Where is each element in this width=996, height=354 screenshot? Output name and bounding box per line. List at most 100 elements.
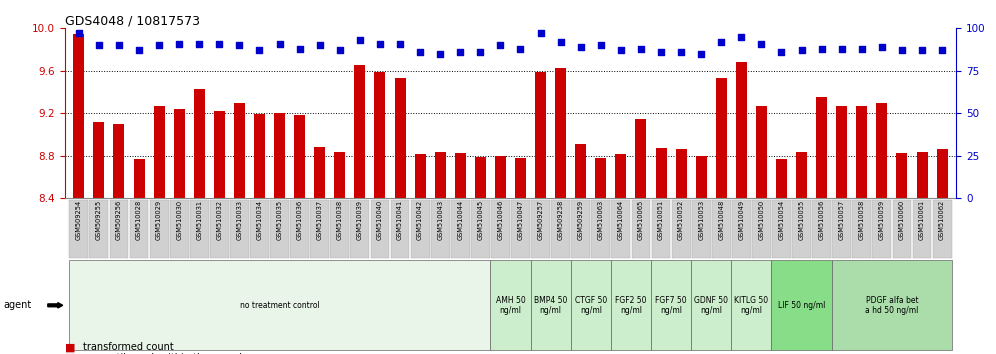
Point xyxy=(412,49,428,55)
Point xyxy=(513,46,529,52)
Bar xyxy=(716,78,727,198)
Text: GSM510055: GSM510055 xyxy=(799,200,805,240)
Text: GSM510045: GSM510045 xyxy=(477,200,483,240)
Bar xyxy=(896,153,907,198)
Bar xyxy=(355,65,366,198)
Bar xyxy=(434,152,445,198)
Text: GSM510043: GSM510043 xyxy=(437,200,443,240)
Point xyxy=(934,47,950,53)
Text: PDGF alfa bet
a hd 50 ng/ml: PDGF alfa bet a hd 50 ng/ml xyxy=(866,296,918,315)
Bar xyxy=(94,122,105,198)
Bar xyxy=(635,119,646,198)
Text: GSM510037: GSM510037 xyxy=(317,200,323,240)
Text: KITLG 50
ng/ml: KITLG 50 ng/ml xyxy=(734,296,769,315)
Bar xyxy=(274,113,285,198)
Bar xyxy=(535,72,546,198)
Point xyxy=(312,42,328,48)
Point xyxy=(894,47,910,53)
Point xyxy=(873,44,889,50)
Text: GSM510057: GSM510057 xyxy=(839,200,845,240)
Text: CTGF 50
ng/ml: CTGF 50 ng/ml xyxy=(575,296,607,315)
Point xyxy=(753,41,769,46)
Point xyxy=(231,42,247,48)
Point xyxy=(452,49,468,55)
Text: no treatment control: no treatment control xyxy=(240,301,320,310)
Text: GSM510041: GSM510041 xyxy=(397,200,403,240)
Point xyxy=(332,47,348,53)
Text: GSM510060: GSM510060 xyxy=(899,200,905,240)
Bar xyxy=(394,78,405,198)
Bar xyxy=(475,157,486,198)
Text: BMP4 50
ng/ml: BMP4 50 ng/ml xyxy=(534,296,568,315)
Text: GDNF 50
ng/ml: GDNF 50 ng/ml xyxy=(694,296,728,315)
Text: GSM510053: GSM510053 xyxy=(698,200,704,240)
Text: GSM510028: GSM510028 xyxy=(136,200,142,240)
Point xyxy=(171,41,187,46)
Text: ■: ■ xyxy=(65,342,76,352)
Text: GSM510056: GSM510056 xyxy=(819,200,825,240)
Bar xyxy=(335,152,346,198)
Text: GSM510063: GSM510063 xyxy=(598,200,604,240)
Point xyxy=(834,46,850,52)
Point xyxy=(593,42,609,48)
Point xyxy=(633,46,649,52)
Text: GSM510035: GSM510035 xyxy=(277,200,283,240)
Text: GSM509256: GSM509256 xyxy=(116,200,122,240)
Point xyxy=(211,41,227,46)
Text: GSM510032: GSM510032 xyxy=(216,200,222,240)
Bar xyxy=(655,148,666,198)
Text: GSM510062: GSM510062 xyxy=(939,200,945,240)
Text: GSM510040: GSM510040 xyxy=(376,200,382,240)
Bar xyxy=(455,153,466,198)
Text: GSM510042: GSM510042 xyxy=(417,200,423,240)
Bar xyxy=(133,159,144,198)
Bar xyxy=(254,114,265,198)
Bar xyxy=(173,109,184,198)
Text: GSM510031: GSM510031 xyxy=(196,200,202,240)
Bar xyxy=(153,106,164,198)
Bar xyxy=(74,34,85,198)
Text: GSM510038: GSM510038 xyxy=(337,200,343,240)
Bar xyxy=(495,156,506,198)
Point xyxy=(774,49,790,55)
Bar xyxy=(294,115,305,198)
Point xyxy=(613,47,628,53)
Text: GSM510061: GSM510061 xyxy=(919,200,925,240)
Text: percentile rank within the sample: percentile rank within the sample xyxy=(83,353,248,354)
Bar xyxy=(555,68,566,198)
Bar xyxy=(675,149,686,198)
Text: GSM510030: GSM510030 xyxy=(176,200,182,240)
Text: GSM510059: GSM510059 xyxy=(878,200,884,240)
Bar xyxy=(234,103,245,198)
Point xyxy=(733,34,749,40)
Point xyxy=(553,39,569,45)
Bar xyxy=(114,124,124,198)
Bar xyxy=(515,158,526,198)
Point xyxy=(914,47,930,53)
Text: GDS4048 / 10817573: GDS4048 / 10817573 xyxy=(65,14,200,27)
Point xyxy=(272,41,288,46)
Bar xyxy=(576,144,587,198)
Bar xyxy=(816,97,827,198)
Point xyxy=(533,30,549,36)
Point xyxy=(693,51,709,57)
Text: LIF 50 ng/ml: LIF 50 ng/ml xyxy=(778,301,826,310)
Point xyxy=(111,42,126,48)
Bar xyxy=(936,149,947,198)
Point xyxy=(653,49,669,55)
Bar xyxy=(876,103,887,198)
Text: GSM510044: GSM510044 xyxy=(457,200,463,240)
Text: GSM510034: GSM510034 xyxy=(257,200,263,240)
Point xyxy=(151,42,167,48)
Point xyxy=(794,47,810,53)
Bar xyxy=(596,158,607,198)
Point xyxy=(432,51,448,57)
Point xyxy=(854,46,870,52)
Text: GSM510047: GSM510047 xyxy=(518,200,524,240)
Point xyxy=(713,39,729,45)
Point xyxy=(492,42,508,48)
Point xyxy=(91,42,107,48)
Bar xyxy=(837,106,848,198)
Bar xyxy=(414,154,425,198)
Bar xyxy=(616,154,626,198)
